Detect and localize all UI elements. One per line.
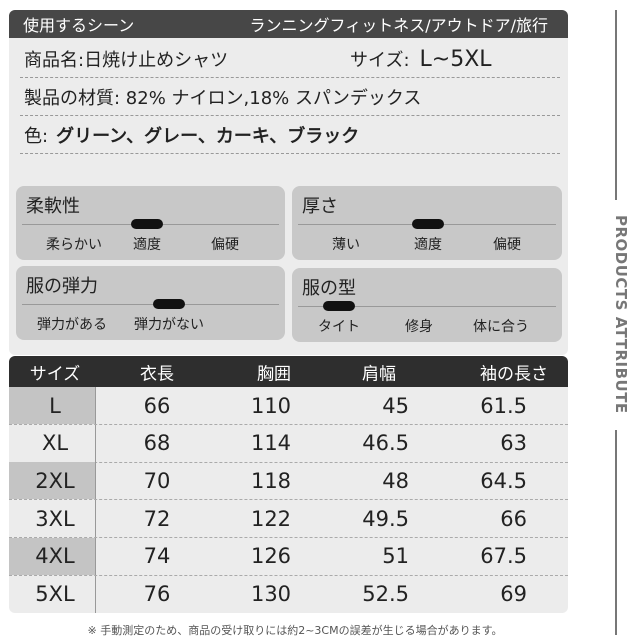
table-cell: 122 <box>250 506 292 531</box>
slider-knob <box>153 299 185 309</box>
attribute-title: 服の型 <box>302 278 356 299</box>
color-label: 色: <box>24 125 49 147</box>
usage-value: ランニングフィットネス/アウトドア/旅行 <box>249 16 548 35</box>
table-cell: 61.5 <box>480 393 527 418</box>
attribute-option: タイト <box>318 319 360 335</box>
attribute-option: 偏硬 <box>493 237 521 253</box>
attribute-1: 厚さ薄い 適度 偏硬 <box>292 186 562 260</box>
slider-knob <box>412 219 444 229</box>
size-label: サイズ: <box>350 49 410 71</box>
size-cell-bg <box>9 387 96 424</box>
size-range: サイズ: L~5XL <box>350 46 492 72</box>
size-cell-bg <box>9 537 96 575</box>
color-row: 色: グリーン、グレー、カーキ、ブラック <box>20 116 560 154</box>
size-cell-bg <box>9 575 96 613</box>
side-label: PRODUCTS ATTRIBUTE <box>612 215 630 414</box>
attribute-option: 適度 <box>414 237 442 253</box>
attribute-option: 適度 <box>133 237 161 253</box>
attribute-option: 薄い <box>332 237 360 253</box>
side-divider-top <box>615 10 617 200</box>
attribute-title: 厚さ <box>302 196 338 217</box>
table-cell: 52.5 <box>362 582 409 606</box>
table-cell: 70 <box>143 468 171 493</box>
table-cell: 72 <box>143 506 171 531</box>
table-row: 5XL 76 130 52.5 69 <box>9 575 568 613</box>
column-header: 袖の長さ <box>480 364 548 384</box>
product-row: 商品名:日焼け止めシャツ サイズ: L~5XL <box>20 40 560 78</box>
table-cell: 49.5 <box>362 506 409 531</box>
table-cell: L <box>49 393 61 418</box>
attribute-title: 柔軟性 <box>26 196 80 217</box>
attribute-option: 弾力がない <box>134 317 204 333</box>
slider-knob <box>131 219 163 229</box>
usage-header: 使用するシーン ランニングフィットネス/アウトドア/旅行 <box>9 10 568 38</box>
size-cell-bg <box>9 500 96 538</box>
material-row: 製品の材質: 82% ナイロン,18% スパンデックス <box>20 78 560 116</box>
column-header: 衣長 <box>140 364 174 384</box>
table-cell: 68 <box>143 431 171 456</box>
table-cell: 45 <box>382 393 409 418</box>
slider-knob <box>323 301 355 311</box>
table-header: サイズ 衣長 胸囲 肩幅 袖の長さ <box>9 356 568 387</box>
size-cell-bg <box>9 424 96 462</box>
column-header: サイズ <box>29 364 81 384</box>
usage-label: 使用するシーン <box>23 16 135 35</box>
size-value: L~5XL <box>419 46 492 72</box>
table-cell: 118 <box>250 468 292 493</box>
table-cell: 114 <box>250 431 292 456</box>
table-cell: 126 <box>250 544 292 569</box>
product-name: 商品名:日焼け止めシャツ <box>24 49 229 71</box>
table-row: L 66 110 45 61.5 <box>9 387 568 425</box>
size-cell-bg <box>9 462 96 500</box>
slider-track <box>22 304 279 305</box>
table-cell: 66 <box>500 506 527 531</box>
table-cell: 69 <box>500 582 527 606</box>
size-table: サイズ 衣長 胸囲 肩幅 袖の長さ L 66 110 45 61.5 XL 68 114 46.5 63 2… <box>9 356 568 613</box>
table-cell: 46.5 <box>362 431 409 456</box>
column-header: 胸囲 <box>257 364 291 384</box>
table-row: 2XL 70 118 48 64.5 <box>9 462 568 501</box>
table-cell: XL <box>41 431 69 456</box>
attribute-0: 柔軟性柔らかい 適度 偏硬 <box>16 186 285 260</box>
table-row: 3XL 72 122 49.5 66 <box>9 500 568 539</box>
attribute-option: 修身 <box>405 319 433 335</box>
table-cell: 63 <box>500 431 527 456</box>
attribute-option: 偏硬 <box>211 237 239 253</box>
table-cell: 4XL <box>35 544 75 569</box>
side-divider-bottom <box>615 430 617 635</box>
attribute-option: 柔らかい <box>46 237 102 253</box>
column-header: 肩幅 <box>362 364 396 384</box>
color-value: グリーン、グレー、カーキ、ブラック <box>56 125 360 147</box>
table-cell: 110 <box>250 393 292 418</box>
table-cell: 67.5 <box>480 544 527 569</box>
table-cell: 5XL <box>35 582 75 606</box>
table-cell: 74 <box>143 544 171 569</box>
attribute-option: 弾力がある <box>37 317 107 333</box>
table-row: 4XL 74 126 51 67.5 <box>9 537 568 576</box>
table-row: XL 68 114 46.5 63 <box>9 424 568 463</box>
measurement-note: ※ 手動測定のため、商品の受け取りには約2~3CMの誤差が生じる場合があります。 <box>87 624 503 637</box>
slider-track <box>298 306 556 307</box>
attribute-option: 体に合う <box>473 319 529 335</box>
table-cell: 64.5 <box>480 468 527 493</box>
attribute-3: 服の型タイト 修身 体に合う <box>292 268 562 342</box>
table-cell: 2XL <box>35 468 75 493</box>
attribute-title: 服の弾力 <box>26 276 98 297</box>
table-cell: 76 <box>143 582 171 606</box>
table-cell: 130 <box>250 582 292 606</box>
table-cell: 3XL <box>35 506 75 531</box>
table-cell: 51 <box>382 544 409 569</box>
table-cell: 48 <box>382 468 409 493</box>
attribute-2: 服の弾力弾力がある 弾力がない <box>16 266 285 340</box>
table-cell: 66 <box>143 393 171 418</box>
material: 製品の材質: 82% ナイロン,18% スパンデックス <box>24 87 422 109</box>
